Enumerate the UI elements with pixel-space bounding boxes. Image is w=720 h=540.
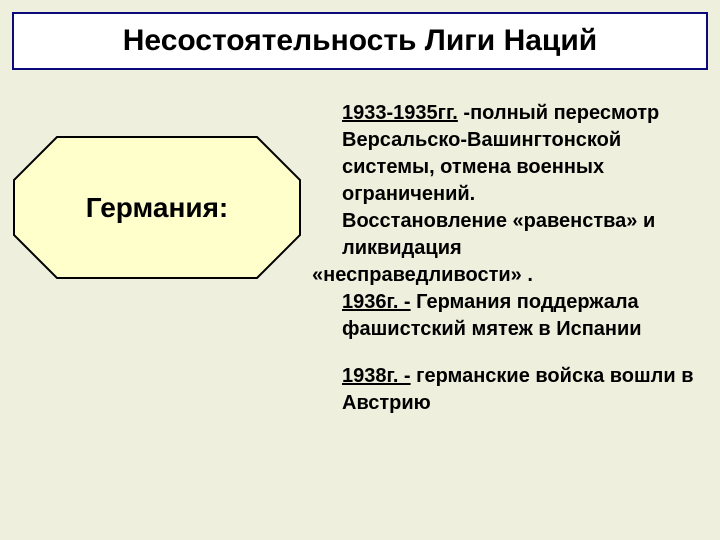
slide: Несостоятельность Лиги Наций Германия: 1…	[0, 0, 720, 540]
octagon-shape: Германия:	[12, 135, 302, 295]
date-1938: 1938г. -	[342, 365, 411, 387]
para1-line2: Версальско-Вашингтонской системы, отмена…	[312, 127, 708, 208]
octagon-label: Германия:	[12, 192, 302, 224]
content-area: Германия: 1933-1935гг. -полный пересмотр…	[12, 100, 708, 417]
para1-line4: «несправедливости» .	[312, 264, 533, 286]
body-text: 1933-1935гг. -полный пересмотр Версальск…	[312, 100, 708, 417]
paragraph-1: 1933-1935гг. -полный пересмотр Версальск…	[312, 100, 708, 343]
para1-rest1: -полный пересмотр	[458, 102, 659, 124]
paragraph-2: 1938г. - германские войска вошли в Австр…	[312, 363, 708, 417]
date-1933-1935: 1933-1935гг.	[342, 102, 458, 124]
para1-line3: Восстановление «равенства» и ликвидация	[312, 208, 708, 262]
slide-title: Несостоятельность Лиги Наций	[123, 24, 598, 57]
date-1936: 1936г. -	[342, 291, 411, 313]
title-box: Несостоятельность Лиги Наций	[12, 12, 708, 70]
